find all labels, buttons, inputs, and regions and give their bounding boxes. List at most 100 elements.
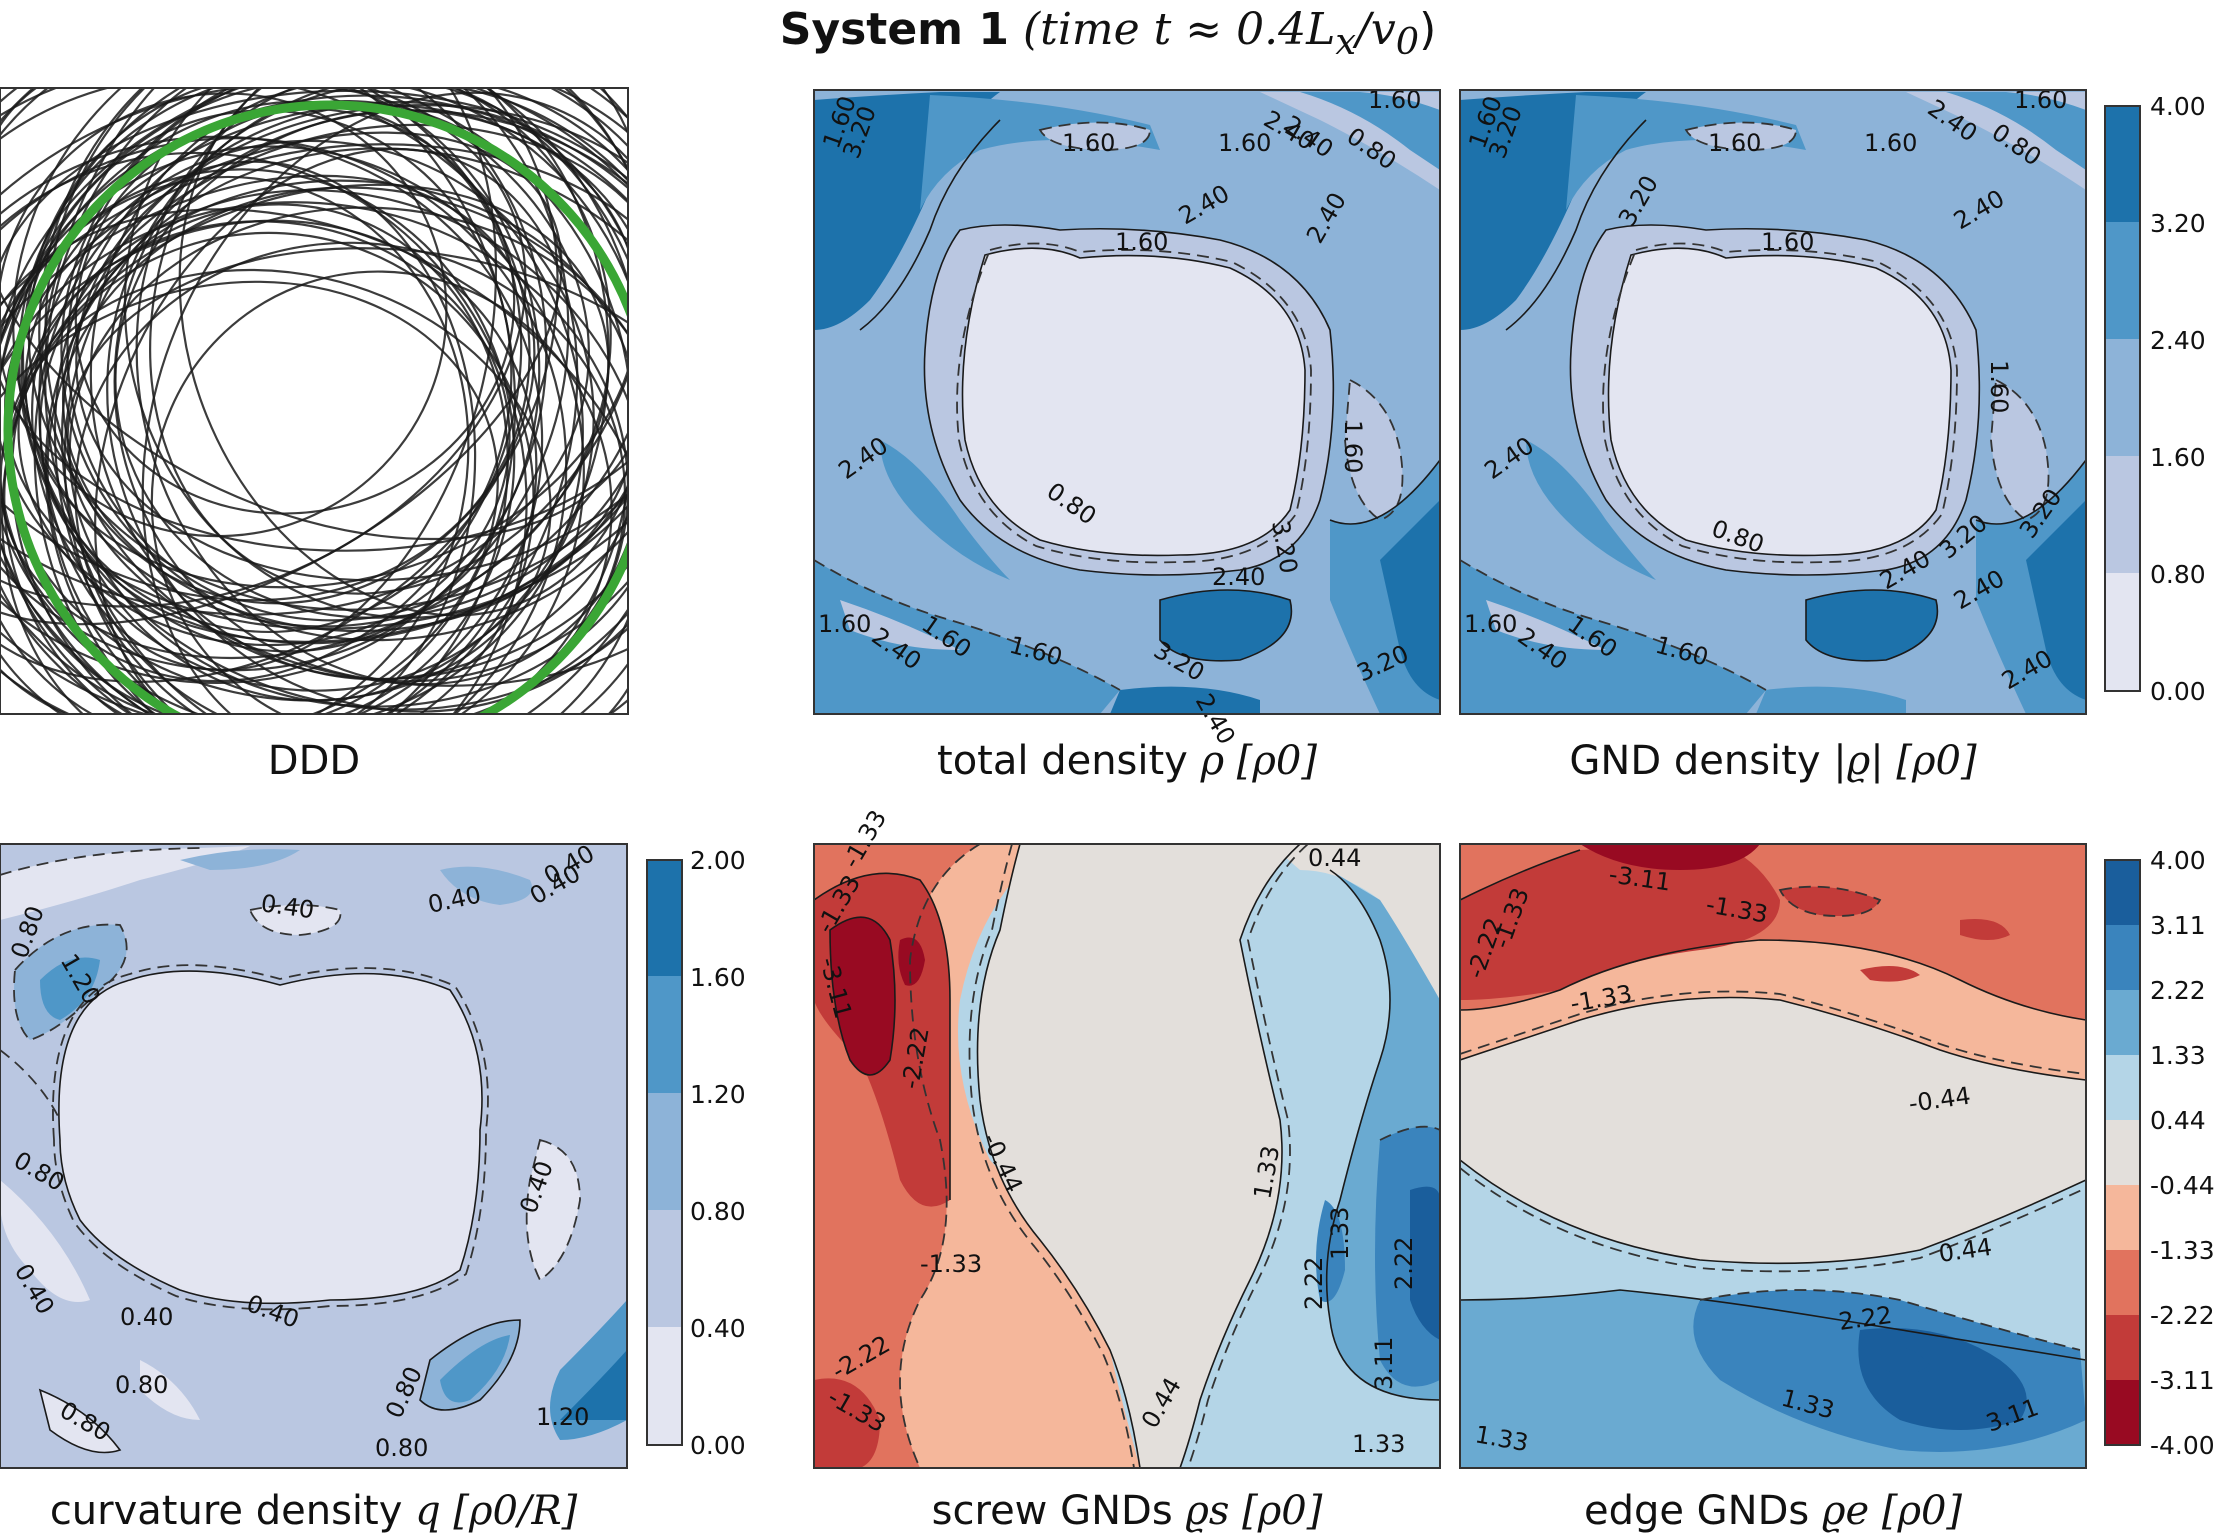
blues-cb-band bbox=[2105, 106, 2140, 222]
figure-title-rest: (time t ≈ 0.4Lx/v0) bbox=[1022, 4, 1437, 63]
curv-cb-tick: 1.20 bbox=[690, 1080, 746, 1109]
total-contour-sw bbox=[814, 559, 1121, 691]
ddd-loop bbox=[123, 88, 628, 619]
total-island-e bbox=[1345, 380, 1403, 520]
curv-cb-band bbox=[647, 976, 682, 1093]
ddd-loop bbox=[141, 91, 628, 714]
rdbu-cb-band bbox=[2105, 990, 2140, 1055]
curv-cb-band bbox=[647, 1093, 682, 1210]
rdbu-cb-tick: -0.44 bbox=[2150, 1171, 2215, 1200]
total-label: 1.60 bbox=[818, 610, 871, 638]
ddd-loop bbox=[17, 220, 511, 647]
screw-band-neg-3-11 bbox=[830, 917, 895, 1075]
total-band-sw bbox=[814, 560, 1120, 714]
caption-curvature-density: curvature density q [ρ0/R] bbox=[49, 1488, 578, 1534]
curv-island-nw bbox=[40, 957, 100, 1020]
screw-contour-pos-1 bbox=[1325, 869, 1440, 1401]
curv-contour-s bbox=[419, 1319, 521, 1411]
total-band-se-dark bbox=[1380, 500, 1440, 700]
total-band-3-20-nw bbox=[814, 92, 1000, 330]
rdbu-cb-band bbox=[2105, 1055, 2140, 1120]
gnd-contour-se bbox=[1975, 459, 2086, 525]
curv-island-ne bbox=[440, 866, 532, 905]
total-frame bbox=[813, 89, 1441, 715]
gnd-contour-core-dashed bbox=[1602, 242, 1958, 564]
gnd-contour-inner bbox=[1569, 224, 1981, 576]
gnd-island-n bbox=[1686, 122, 1796, 150]
total-contour-island-s bbox=[1159, 589, 1293, 662]
total-band-w bbox=[880, 440, 1010, 580]
ddd-loop bbox=[44, 88, 628, 681]
curv-cb-tick: 0.40 bbox=[690, 1314, 746, 1343]
gnd-label: 1.60 bbox=[1464, 610, 1517, 638]
edge-contour-pos-0-dashed bbox=[1460, 1167, 2086, 1273]
screw-label: 2.22 bbox=[1300, 1257, 1328, 1310]
curv-island-sw2 bbox=[140, 1360, 200, 1420]
rdbu-cb-tick: 1.33 bbox=[2150, 1041, 2206, 1070]
total-density-field bbox=[814, 90, 1440, 714]
screw-island-pos bbox=[1316, 1200, 1345, 1302]
caption-total-density: total density ρ [ρ0] bbox=[937, 738, 1317, 784]
edge-gnd-panel: -3.11 -1.33 -2.22 -1.33 -1.33 -0.44 0.44… bbox=[1459, 843, 2087, 1469]
curv-island-n2 bbox=[250, 905, 341, 935]
rdbu-cb-band bbox=[2105, 925, 2140, 990]
blues-cb-tick: 3.20 bbox=[2150, 209, 2206, 238]
total-contour-core bbox=[961, 247, 1306, 557]
ddd-loop bbox=[17, 88, 628, 711]
total-contour-inner bbox=[923, 224, 1335, 576]
rdbu-cb-tick: 2.22 bbox=[2150, 976, 2206, 1005]
edge-band-neg-2-22 bbox=[1460, 844, 1780, 1000]
gnd-band-se-dark bbox=[2026, 500, 2086, 700]
curv-contour-core bbox=[58, 970, 483, 1305]
figure-title: System 1 (time t ≈ 0.4Lx/v0) bbox=[0, 4, 2216, 63]
edge-island-neg bbox=[1780, 886, 1880, 916]
screw-contour-neg bbox=[976, 844, 1141, 1468]
curv-contour-nw bbox=[13, 923, 128, 1042]
rdbu-cb-tick: 3.11 bbox=[2150, 911, 2206, 940]
gnd-contour-island-e bbox=[1990, 378, 2050, 521]
screw-band-zero bbox=[977, 844, 1300, 1468]
curv-label: 0.40 bbox=[120, 1303, 173, 1331]
gnd-contour-island-s bbox=[1805, 589, 1939, 662]
screw-contour-pos-dashed bbox=[1187, 844, 1309, 1468]
blues-cb-band bbox=[2105, 222, 2140, 339]
gnd-band-ne-2 bbox=[1946, 92, 2086, 170]
edge-contour-pos-2 bbox=[1699, 1289, 2081, 1351]
total-band-s bbox=[1110, 686, 1260, 714]
curv-frame bbox=[0, 843, 628, 1469]
screw-contour-neg-3 bbox=[829, 916, 896, 1076]
ddd-panel bbox=[0, 87, 629, 715]
curv-contour-sw bbox=[38, 1388, 122, 1454]
gnd-density-panel: 1.60 3.20 1.60 1.60 2.40 0.80 1.60 1.60 … bbox=[1459, 86, 2087, 715]
screw-frame bbox=[813, 843, 1441, 1469]
edge-contour-pos-1 bbox=[1460, 1289, 2086, 1361]
edge-contour-neg-1 bbox=[1460, 939, 2086, 1021]
total-label: 1.60 bbox=[1339, 420, 1367, 473]
gnd-density-field bbox=[1460, 90, 2086, 714]
blues-cb-band bbox=[2105, 456, 2140, 573]
ddd-loop bbox=[0, 208, 628, 714]
curvature-density-field bbox=[0, 844, 627, 1468]
blues-cb-band bbox=[2105, 339, 2140, 456]
gnd-label: 1.60 bbox=[1708, 129, 1761, 157]
gnd-island-sw bbox=[1486, 600, 1606, 650]
gnd-contour-sw bbox=[1460, 559, 1767, 691]
curvature-colorbar: 2.00 1.60 1.20 0.80 0.40 0.00 bbox=[646, 846, 746, 1460]
ddd-loop bbox=[0, 88, 628, 714]
edge-contour-neg-0-dashed bbox=[1460, 990, 2086, 1075]
blues-cb-tick: 4.00 bbox=[2150, 92, 2206, 121]
caption-edge-gnds: edge GNDs ϱe [ρ0] bbox=[1583, 1488, 1963, 1534]
curv-cb-band bbox=[647, 1327, 682, 1445]
edge-gnd-field bbox=[1460, 844, 2086, 1468]
rdbu-cb-tick: -3.11 bbox=[2150, 1366, 2215, 1395]
gnd-contour-1 bbox=[1505, 119, 1647, 331]
rdbu-cb-tick: 4.00 bbox=[2150, 846, 2206, 875]
rdbu-cb-frame bbox=[2104, 859, 2141, 1446]
curv-core-0-40 bbox=[58, 971, 483, 1304]
rdbu-cb-band bbox=[2105, 1380, 2140, 1445]
edge-band-neg-3-11 bbox=[1580, 844, 1760, 870]
total-island-s bbox=[1160, 590, 1292, 661]
screw-label: 3.11 bbox=[1370, 1337, 1398, 1390]
gnd-frame bbox=[1459, 89, 2087, 715]
rdbu-cb-tick: -4.00 bbox=[2150, 1431, 2215, 1460]
